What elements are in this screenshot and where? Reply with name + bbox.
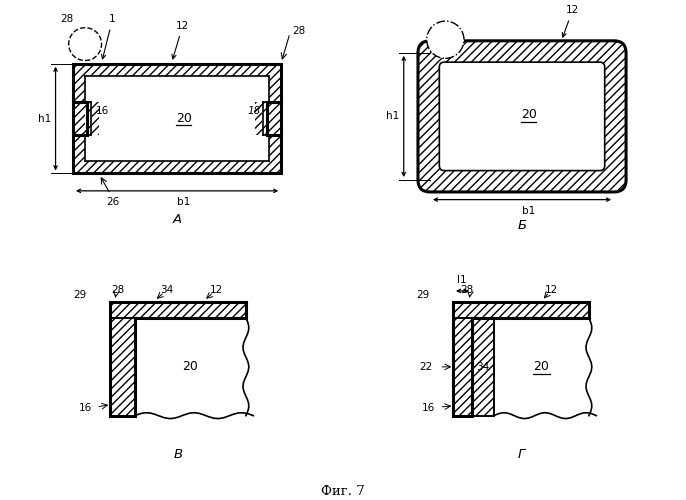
- Bar: [255, 102, 281, 135]
- Text: 20: 20: [176, 112, 191, 125]
- Bar: [73, 162, 281, 173]
- Text: b1: b1: [177, 198, 190, 207]
- Bar: [471, 318, 494, 416]
- Bar: [471, 318, 494, 416]
- Circle shape: [69, 28, 102, 60]
- Text: 16: 16: [79, 403, 92, 413]
- Text: Фиг. 7: Фиг. 7: [321, 485, 365, 498]
- Bar: [110, 318, 134, 416]
- Bar: [269, 135, 281, 162]
- Bar: [269, 76, 281, 102]
- Bar: [73, 102, 99, 135]
- Bar: [453, 318, 471, 416]
- Text: 34: 34: [161, 284, 174, 294]
- Bar: [73, 64, 281, 76]
- Bar: [99, 76, 255, 162]
- Text: 29: 29: [73, 290, 87, 300]
- Text: h1: h1: [38, 114, 51, 124]
- Text: 12: 12: [210, 284, 223, 294]
- Bar: [73, 135, 85, 162]
- Text: 34: 34: [476, 362, 489, 372]
- Text: 12: 12: [545, 284, 558, 294]
- Text: h1: h1: [386, 112, 399, 122]
- Circle shape: [427, 21, 464, 59]
- Text: 16: 16: [422, 403, 435, 413]
- Text: 29: 29: [416, 290, 430, 300]
- Bar: [453, 318, 471, 416]
- Bar: [269, 76, 281, 102]
- Text: 16: 16: [96, 106, 109, 116]
- Text: 20: 20: [534, 360, 549, 374]
- Text: 28: 28: [111, 284, 124, 294]
- Bar: [73, 64, 281, 174]
- Bar: [73, 135, 85, 162]
- Text: 28: 28: [60, 14, 73, 24]
- Text: 20: 20: [182, 360, 198, 374]
- Bar: [73, 102, 99, 135]
- Text: 26: 26: [106, 198, 119, 207]
- Text: Б: Б: [517, 220, 527, 232]
- Bar: [85, 112, 92, 126]
- Bar: [110, 302, 246, 318]
- Bar: [110, 318, 134, 416]
- Bar: [110, 302, 246, 318]
- Bar: [73, 76, 85, 102]
- Bar: [73, 162, 281, 173]
- Text: l1: l1: [458, 274, 467, 284]
- FancyBboxPatch shape: [418, 41, 626, 192]
- Text: В: В: [174, 448, 182, 461]
- Text: 12: 12: [172, 21, 189, 59]
- Bar: [269, 135, 281, 162]
- Text: 28: 28: [292, 26, 305, 36]
- FancyBboxPatch shape: [439, 62, 605, 170]
- Text: b1: b1: [522, 206, 535, 216]
- Text: 1: 1: [102, 14, 116, 59]
- Bar: [453, 302, 589, 318]
- Bar: [73, 64, 281, 76]
- Bar: [73, 76, 85, 102]
- Text: 20: 20: [521, 108, 536, 120]
- Bar: [255, 102, 281, 135]
- Text: 12: 12: [563, 6, 579, 37]
- Text: А: А: [173, 213, 182, 226]
- Bar: [453, 302, 589, 318]
- Bar: [262, 112, 269, 126]
- Text: Г: Г: [517, 448, 525, 461]
- Text: 18: 18: [247, 106, 261, 116]
- Text: 22: 22: [419, 362, 432, 372]
- Text: 28: 28: [460, 284, 473, 294]
